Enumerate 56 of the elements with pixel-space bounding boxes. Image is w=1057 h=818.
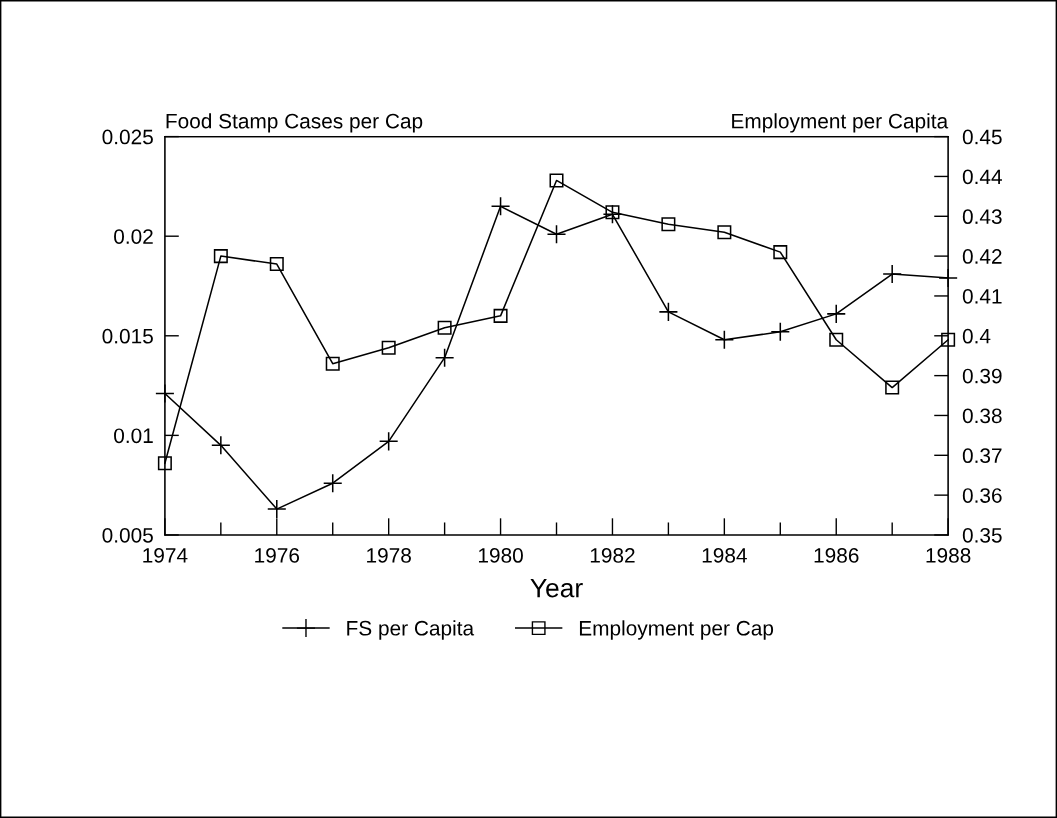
legend-label: Employment per Cap bbox=[579, 620, 774, 640]
y-tick-label: 0.005 bbox=[102, 527, 153, 543]
point bbox=[378, 431, 399, 452]
point bbox=[941, 332, 956, 347]
point bbox=[490, 196, 511, 217]
x-tick-label: 1976 bbox=[255, 548, 300, 563]
point bbox=[829, 332, 844, 347]
point bbox=[325, 356, 340, 371]
point bbox=[213, 249, 228, 264]
x-axis-title: Year bbox=[530, 578, 583, 598]
y2-tick-label: 0.38 bbox=[962, 408, 1002, 424]
x-tick-label: 1988 bbox=[926, 548, 971, 563]
y2-tick-label: 0.41 bbox=[962, 288, 1002, 304]
y2-tick-label: 0.35 bbox=[962, 527, 1002, 543]
legend-label: FS per Capita bbox=[347, 620, 475, 640]
point bbox=[266, 499, 287, 519]
point bbox=[882, 264, 902, 284]
y2-tick-label: 0.37 bbox=[962, 448, 1002, 464]
y-tick-label: 0.025 bbox=[102, 129, 153, 145]
point bbox=[605, 205, 620, 220]
point bbox=[211, 435, 231, 456]
point bbox=[437, 320, 452, 335]
y2-tick-label: 0.39 bbox=[962, 368, 1002, 384]
point bbox=[717, 225, 732, 240]
x-tick-label: 1982 bbox=[590, 548, 635, 563]
point bbox=[658, 302, 679, 322]
y2-tick-label: 0.42 bbox=[962, 249, 1002, 264]
x-tick-label: 1986 bbox=[814, 548, 859, 563]
point bbox=[493, 308, 508, 323]
point bbox=[381, 340, 396, 355]
point bbox=[714, 329, 735, 350]
x-tick-label: 1984 bbox=[702, 548, 747, 563]
y-tick-label: 0.01 bbox=[114, 428, 153, 444]
y2-tick-label: 0.4 bbox=[962, 328, 991, 344]
point bbox=[770, 322, 791, 342]
point bbox=[434, 347, 455, 368]
point bbox=[549, 173, 564, 188]
point bbox=[322, 473, 343, 493]
point bbox=[269, 257, 284, 272]
point bbox=[546, 224, 567, 244]
x-tick-label: 1980 bbox=[478, 548, 523, 563]
point bbox=[773, 245, 788, 260]
point bbox=[661, 217, 676, 232]
point bbox=[826, 304, 847, 324]
y2-tick-label: 0.45 bbox=[962, 129, 1002, 145]
y-tick-label: 0.015 bbox=[102, 328, 153, 344]
point bbox=[885, 380, 900, 395]
y2-axis-title: Employment per Capita bbox=[732, 113, 949, 133]
x-tick-label: 1978 bbox=[367, 548, 411, 563]
y2-tick-label: 0.43 bbox=[962, 209, 1002, 225]
y2-tick-label: 0.44 bbox=[962, 169, 1002, 185]
x-tick-label: 1974 bbox=[143, 548, 188, 563]
y2-tick-label: 0.36 bbox=[962, 488, 1002, 503]
y-tick-label: 0.02 bbox=[114, 229, 153, 244]
y-axis-title: Food Stamp Cases per Cap bbox=[166, 113, 423, 133]
point bbox=[157, 456, 172, 471]
